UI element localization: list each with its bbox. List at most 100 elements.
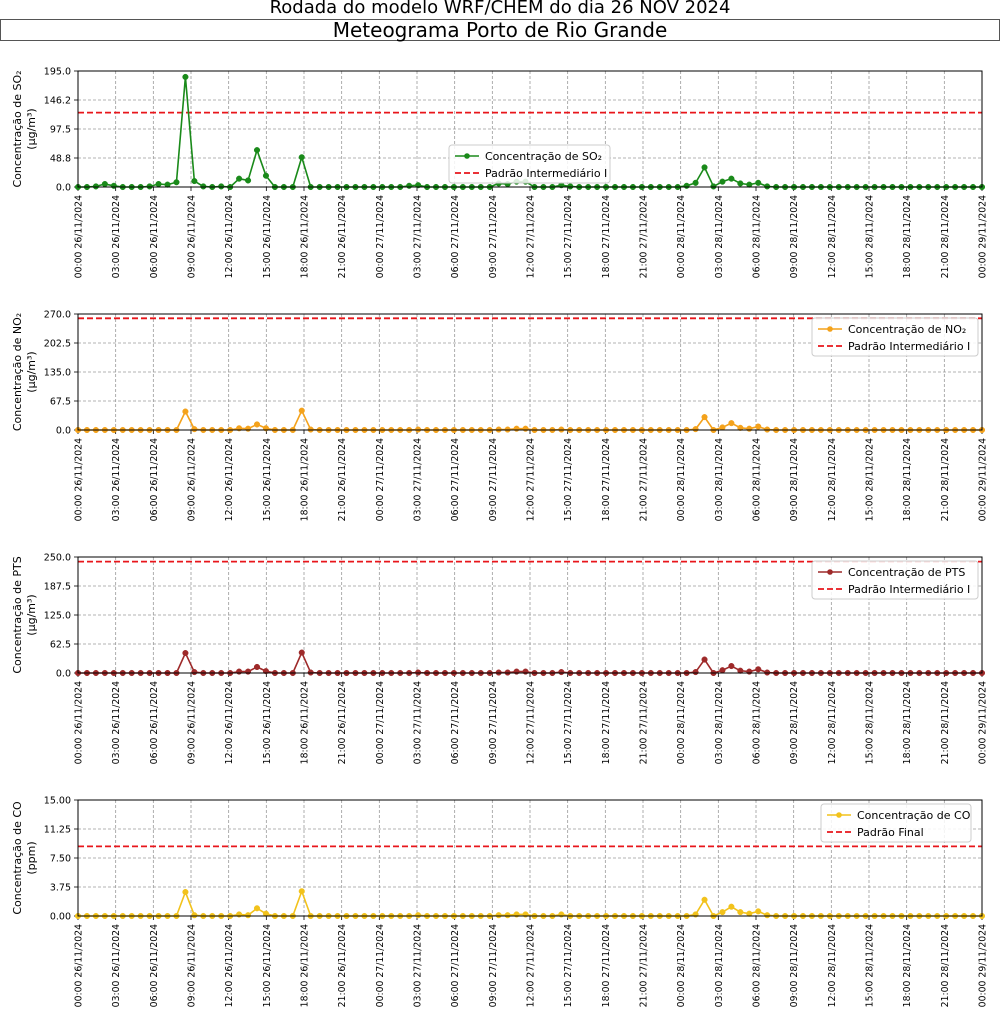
data-point (191, 178, 198, 185)
data-point (755, 423, 762, 430)
x-tick-label: 03:00 28/11/2024 (714, 924, 725, 1007)
data-point (567, 183, 574, 190)
x-tick-label: 03:00 27/11/2024 (413, 681, 424, 764)
chart-panel-1: 00:00 26/11/2024 03:00 26/11/2024 06:00 26… (11, 67, 989, 279)
x-tick-label: 03:00 28/11/2024 (714, 438, 725, 521)
data-point (513, 668, 520, 675)
x-tick-label: 06:00 28/11/2024 (752, 924, 763, 1007)
x-tick-label: 21:00 26/11/2024 (337, 195, 348, 278)
x-tick-label: 06:00 26/11/2024 (149, 924, 160, 1007)
x-tick-label: 15:00 26/11/2024 (262, 195, 273, 278)
x-tick-label: 21:00 28/11/2024 (940, 195, 951, 278)
data-point (191, 426, 198, 433)
data-point (298, 888, 305, 895)
x-tick-label: 15:00 28/11/2024 (865, 195, 876, 278)
x-tick-label: 00:00 28/11/2024 (676, 195, 687, 278)
y-tick-label: 0.0 (56, 426, 71, 437)
x-tick-label: 12:00 28/11/2024 (827, 681, 838, 764)
x-tick-label: 09:00 27/11/2024 (488, 195, 499, 278)
x-tick-label: 03:00 28/11/2024 (714, 195, 725, 278)
x-tick-label: 21:00 27/11/2024 (639, 924, 650, 1007)
data-point (558, 669, 565, 676)
legend-box (811, 317, 979, 357)
data-point (737, 180, 744, 187)
x-tick-label: 09:00 28/11/2024 (789, 195, 800, 278)
y-tick-label: 0.0 (56, 669, 71, 680)
data-point (495, 912, 502, 919)
x-tick-label: 00:00 29/11/2024 (978, 924, 989, 1007)
data-point (298, 649, 305, 656)
legend: Concentração de CO Padrão Final (820, 803, 972, 843)
x-tick-label: 21:00 26/11/2024 (337, 924, 348, 1007)
chart-panel-2: 00:00 26/11/2024 03:00 26/11/2024 06:00 26… (11, 310, 989, 522)
x-tick-label: 21:00 27/11/2024 (639, 438, 650, 521)
x-tick-label: 03:00 27/11/2024 (413, 438, 424, 521)
data-point (710, 183, 717, 190)
x-tick-label: 12:00 27/11/2024 (526, 924, 537, 1007)
data-point (728, 420, 735, 427)
data-point (218, 183, 225, 190)
x-tick-label: 00:00 26/11/2024 (74, 438, 85, 521)
data-point (236, 668, 243, 675)
x-tick-label: 12:00 28/11/2024 (827, 438, 838, 521)
data-point (253, 421, 261, 428)
x-tick-label: 18:00 28/11/2024 (902, 195, 913, 278)
data-point (182, 888, 189, 896)
x-tick-label: 21:00 28/11/2024 (940, 438, 951, 521)
legend-series-marker (464, 153, 470, 159)
legend-box (811, 560, 979, 600)
x-tick-label: 06:00 26/11/2024 (149, 438, 160, 521)
data-point (701, 164, 708, 171)
chart-panel-3: 00:00 26/11/2024 03:00 26/11/2024 06:00 26… (11, 553, 989, 765)
x-tick-label: 09:00 27/11/2024 (488, 924, 499, 1007)
y-tick-label: 195.0 (44, 67, 71, 78)
data-point (191, 669, 198, 676)
x-tick-label: 03:00 26/11/2024 (111, 438, 122, 521)
x-tick-label: 15:00 28/11/2024 (865, 924, 876, 1007)
data-point (764, 912, 771, 919)
data-point (764, 183, 771, 190)
x-tick-label: 09:00 26/11/2024 (187, 681, 198, 764)
data-point (182, 73, 189, 80)
x-tick-label: 03:00 27/11/2024 (413, 195, 424, 278)
y-axis-label: Concentração de NO₂ (11, 313, 24, 431)
x-tick-label: 06:00 27/11/2024 (450, 195, 461, 278)
x-tick-label: 12:00 28/11/2024 (827, 195, 838, 278)
data-point (245, 177, 252, 184)
x-tick-label: 00:00 26/11/2024 (74, 924, 85, 1007)
x-tick-label: 21:00 26/11/2024 (337, 681, 348, 764)
data-point (182, 408, 189, 415)
y-tick-label: 3.75 (50, 883, 71, 894)
x-tick-label: 06:00 27/11/2024 (450, 681, 461, 764)
x-tick-label: 15:00 28/11/2024 (865, 438, 876, 521)
x-tick-label: 03:00 27/11/2024 (413, 924, 424, 1007)
y-tick-label: 48.8 (50, 154, 71, 165)
y-tick-label: 15.00 (44, 796, 71, 807)
data-point (728, 903, 735, 910)
x-tick-label: 09:00 28/11/2024 (789, 438, 800, 521)
x-tick-label: 18:00 26/11/2024 (300, 681, 311, 764)
legend-reference-label: Padrão Intermediário I (485, 167, 607, 180)
data-point (737, 424, 744, 431)
data-point (522, 425, 529, 432)
y-axis-label: Concentração de CO (11, 801, 24, 915)
data-point (173, 179, 180, 186)
legend: Concentração de PTS Padrão Intermediário … (811, 560, 979, 600)
legend-reference-label: Padrão Intermediário I (848, 583, 970, 596)
y-axis-label: Concentração de SO₂ (11, 70, 24, 187)
x-tick-label: 12:00 26/11/2024 (224, 681, 235, 764)
x-tick-label: 18:00 26/11/2024 (300, 924, 311, 1007)
data-point (701, 896, 708, 903)
data-point (298, 154, 305, 161)
x-tick-label: 21:00 28/11/2024 (940, 924, 951, 1007)
data-point (746, 425, 753, 432)
data-point (701, 414, 708, 421)
x-tick-label: 06:00 27/11/2024 (450, 438, 461, 521)
x-tick-label: 18:00 26/11/2024 (300, 195, 311, 278)
x-tick-label: 00:00 26/11/2024 (74, 195, 85, 278)
x-tick-label: 15:00 26/11/2024 (262, 924, 273, 1007)
y-tick-label: 187.5 (44, 582, 71, 593)
y-tick-label: 202.5 (44, 339, 71, 350)
y-tick-label: 62.5 (50, 640, 71, 651)
